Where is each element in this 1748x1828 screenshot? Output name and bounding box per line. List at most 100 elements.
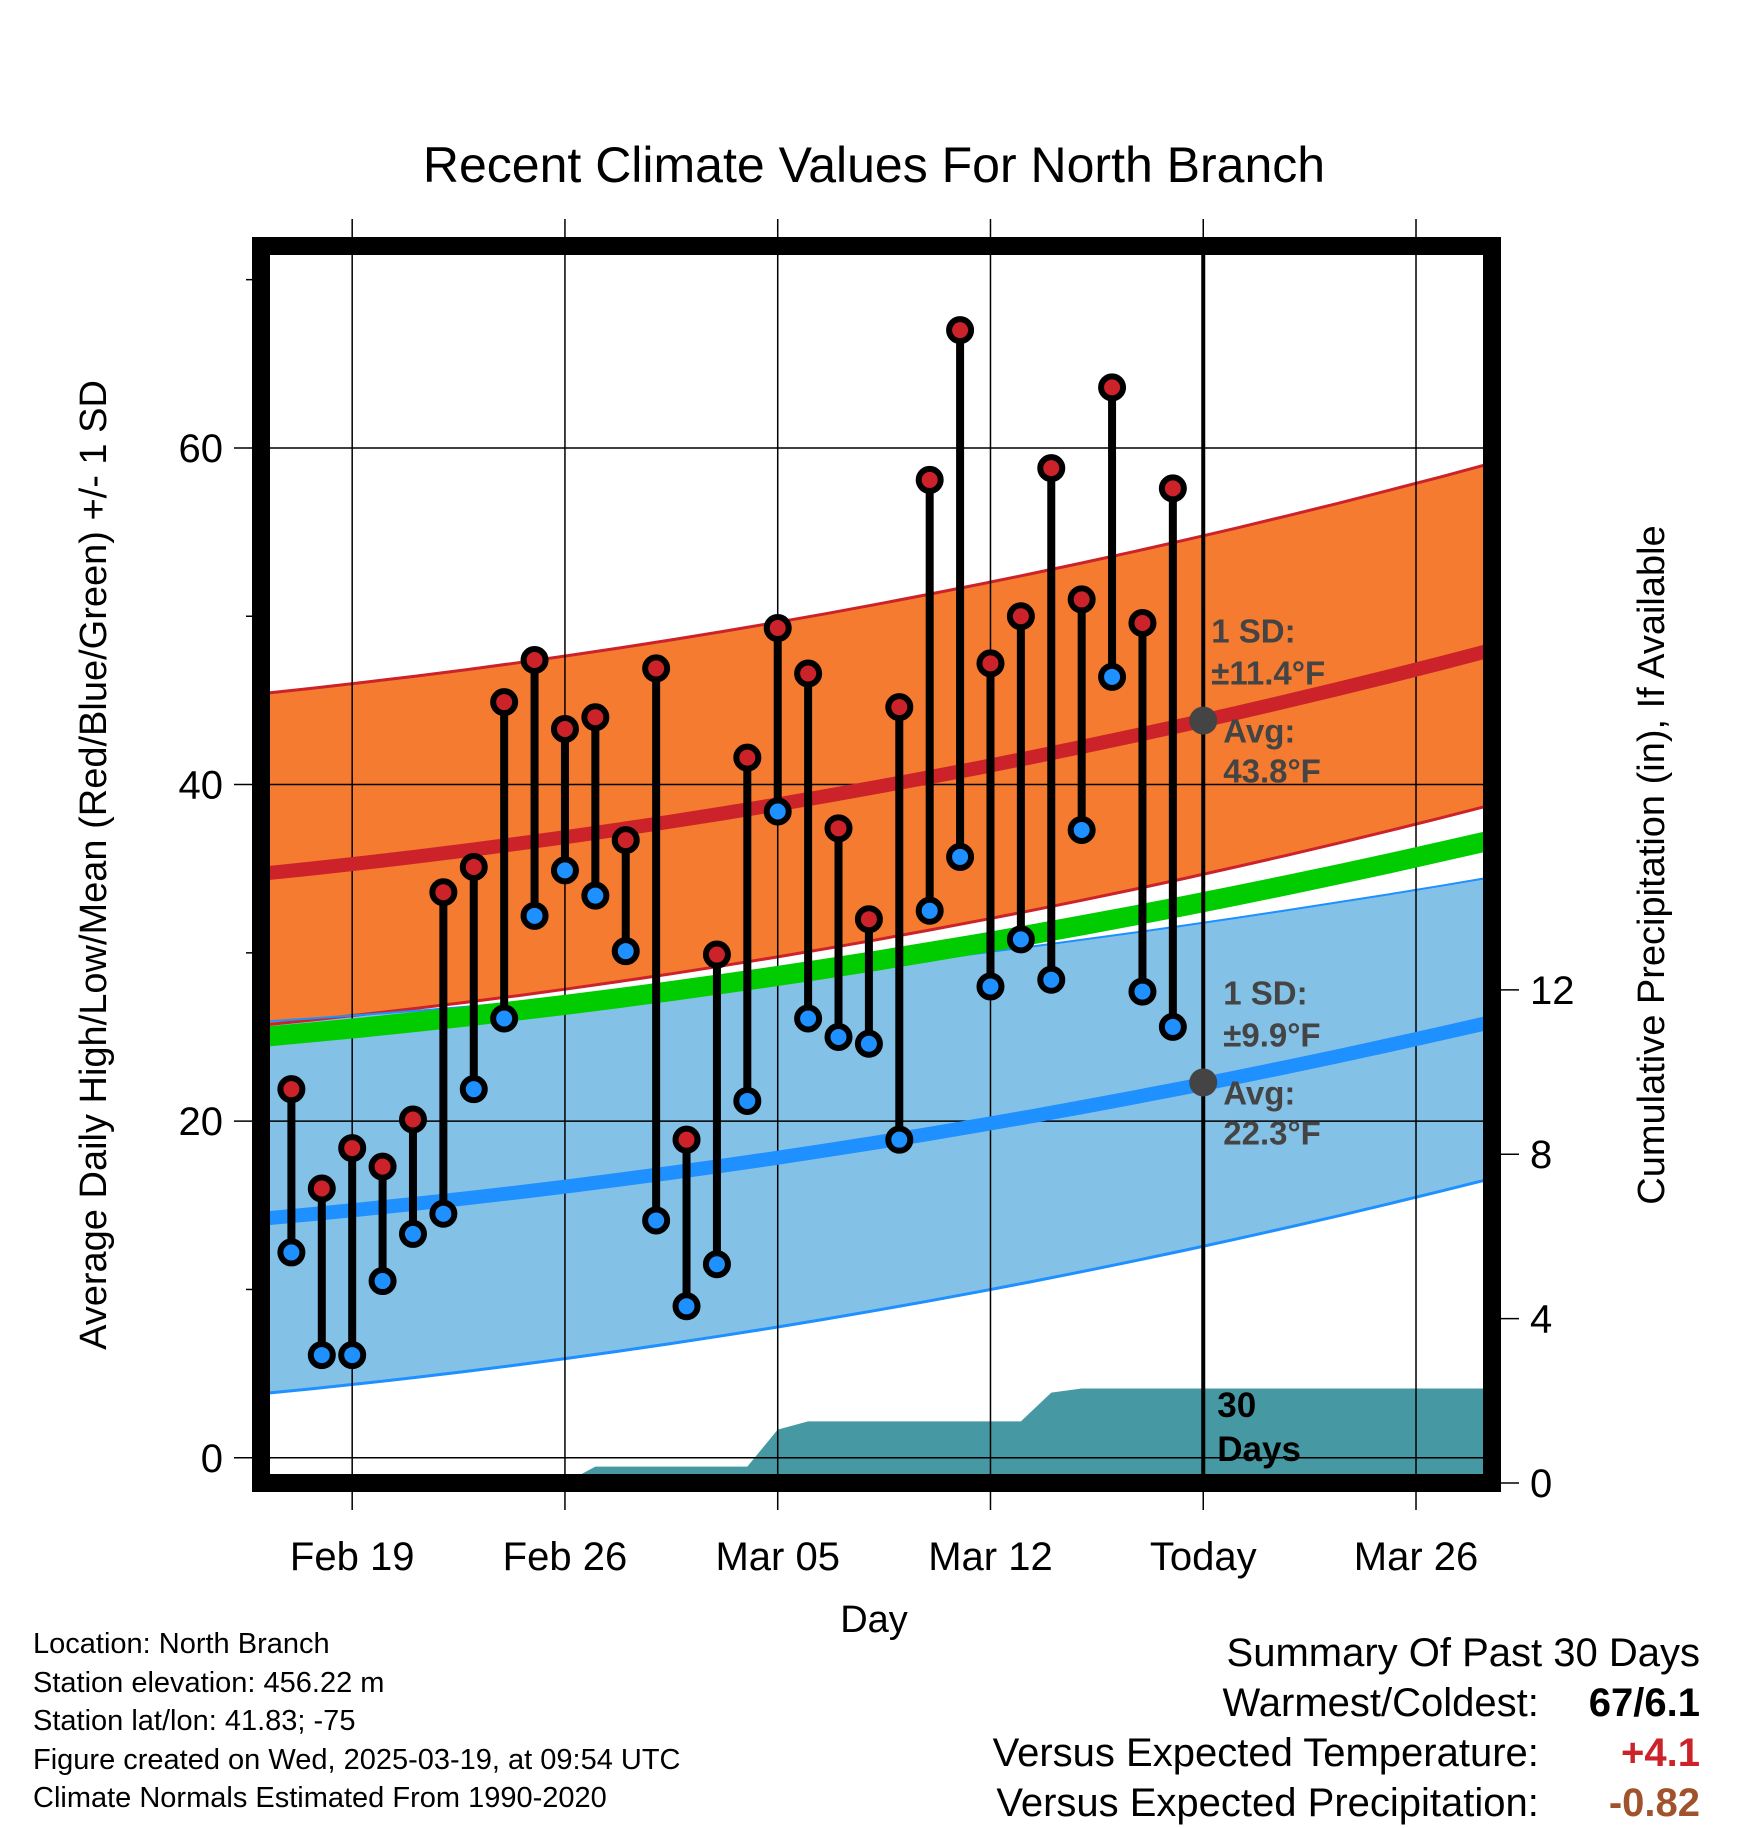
daily-mean-line bbox=[260, 830, 1495, 1047]
today-low-avg-marker bbox=[1189, 1068, 1218, 1097]
today-high-avg-marker bbox=[1189, 706, 1218, 735]
high-annotation-text: 43.8°F bbox=[1223, 753, 1321, 790]
temperature-departure-row: Versus Expected Temperature: +4.1 bbox=[993, 1728, 1700, 1778]
low-temp-point bbox=[672, 1292, 701, 1321]
high-temp-point bbox=[459, 853, 488, 882]
x-tick-label: Feb 26 bbox=[503, 1535, 628, 1579]
y-tick-label: 40 bbox=[179, 764, 224, 808]
temperature-departure-value: +4.1 bbox=[1621, 1731, 1700, 1775]
high-temp-point bbox=[338, 1134, 367, 1163]
high-temp-point bbox=[398, 1105, 427, 1134]
high-temp-point bbox=[1158, 474, 1187, 503]
high-sd-band bbox=[261, 463, 1492, 1026]
x-tick-label: Mar 26 bbox=[1354, 1535, 1479, 1579]
y2-axis-label: Cumulative Precipitation (in), If Availa… bbox=[1631, 525, 1673, 1204]
y-tick-label: 20 bbox=[179, 1100, 224, 1144]
high-temp-point bbox=[550, 715, 579, 744]
high-temp-point bbox=[520, 646, 549, 675]
summary-panel: Summary Of Past 30 Days Warmest/Coldest:… bbox=[993, 1628, 1700, 1828]
high-temp-point bbox=[1067, 585, 1096, 614]
low-temp-point bbox=[398, 1219, 427, 1248]
low-temp-point bbox=[1128, 977, 1157, 1006]
y2-tick-label: 0 bbox=[1530, 1462, 1552, 1506]
high-temp-point bbox=[429, 878, 458, 907]
y2-tick-label: 4 bbox=[1530, 1298, 1552, 1342]
precipitation-departure-label: Versus Expected Precipitation: bbox=[996, 1781, 1539, 1825]
high-temp-point bbox=[672, 1125, 701, 1154]
normal-low-line bbox=[260, 1015, 1494, 1226]
low-temp-point bbox=[490, 1004, 519, 1033]
low-annotation-text: Avg: bbox=[1223, 1074, 1295, 1111]
low-annotation-text: 22.3°F bbox=[1223, 1114, 1321, 1151]
high-sd-lower-line bbox=[260, 803, 1493, 1027]
high-temp-point bbox=[946, 316, 975, 345]
station-info: Location: North Branch Station elevation… bbox=[33, 1625, 681, 1818]
high-temp-point bbox=[1128, 608, 1157, 637]
high-temp-point bbox=[1006, 602, 1035, 631]
warmest-coldest-row: Warmest/Coldest: 67/6.1 bbox=[993, 1678, 1701, 1728]
low-temp-point bbox=[368, 1267, 397, 1296]
warmest-coldest-value: 67/6.1 bbox=[1588, 1681, 1700, 1725]
high-sd-upper-line bbox=[260, 461, 1493, 696]
high-temp-point bbox=[277, 1075, 306, 1104]
normal-high-line bbox=[260, 643, 1494, 881]
high-temp-point bbox=[581, 703, 610, 732]
elevation-text: Station elevation: 456.22 m bbox=[33, 1666, 385, 1699]
plot-frame bbox=[252, 237, 1501, 1492]
x-tick-label: Mar 05 bbox=[715, 1535, 840, 1579]
low-temp-point bbox=[611, 937, 640, 966]
high-temp-point bbox=[733, 743, 762, 772]
low-annotation-text: ±9.9°F bbox=[1223, 1016, 1320, 1053]
created-text: Figure created on Wed, 2025-03-19, at 09… bbox=[33, 1743, 681, 1776]
location-text: Location: North Branch bbox=[33, 1628, 330, 1660]
days-annotation-text: 30 bbox=[1217, 1386, 1256, 1425]
high-temp-point bbox=[368, 1152, 397, 1181]
high-temp-point bbox=[1098, 373, 1127, 402]
x-tick-label: Today bbox=[1150, 1535, 1257, 1579]
low-temp-point bbox=[307, 1341, 336, 1370]
low-temp-point bbox=[581, 881, 610, 910]
high-temp-point bbox=[611, 826, 640, 855]
y2-tick-label: 8 bbox=[1530, 1133, 1552, 1177]
high-temp-point bbox=[763, 614, 792, 643]
precipitation-departure-row: Versus Expected Precipitation: -0.82 bbox=[993, 1778, 1700, 1828]
low-temp-point bbox=[1158, 1012, 1187, 1041]
low-temp-point bbox=[976, 972, 1005, 1001]
precipitation-area bbox=[564, 1388, 1492, 1483]
high-annotation-text: 1 SD: bbox=[1211, 613, 1295, 650]
low-temp-point bbox=[642, 1206, 671, 1235]
low-temp-point bbox=[763, 797, 792, 826]
y-axis-label: Average Daily High/Low/Mean (Red/Blue/Gr… bbox=[73, 380, 115, 1350]
high-temp-point bbox=[1037, 454, 1066, 483]
low-temp-point bbox=[459, 1075, 488, 1104]
normals-text: Climate Normals Estimated From 1990-2020 bbox=[33, 1782, 607, 1814]
y2-tick-label: 12 bbox=[1530, 969, 1575, 1013]
low-temp-point bbox=[1067, 815, 1096, 844]
high-temp-point bbox=[307, 1174, 336, 1203]
low-temp-point bbox=[794, 1004, 823, 1033]
high-temp-point bbox=[642, 654, 671, 683]
x-axis-label: Day bbox=[840, 1599, 908, 1641]
low-temp-point bbox=[338, 1341, 367, 1370]
high-temp-point bbox=[915, 465, 944, 494]
summary-heading: Summary Of Past 30 Days bbox=[1226, 1631, 1700, 1675]
high-temp-point bbox=[824, 814, 853, 843]
high-temp-point bbox=[490, 688, 519, 717]
high-annotation-text: Avg: bbox=[1223, 713, 1295, 750]
low-temp-point bbox=[1098, 662, 1127, 691]
low-temp-point bbox=[1037, 965, 1066, 994]
x-tick-label: Feb 19 bbox=[290, 1535, 415, 1579]
high-temp-point bbox=[854, 905, 883, 934]
chart-title: Recent Climate Values For North Branch bbox=[423, 137, 1325, 193]
low-annotation-text: 1 SD: bbox=[1223, 974, 1307, 1011]
latlon-text: Station lat/lon: 41.83; -75 bbox=[33, 1705, 356, 1737]
high-annotation-text: ±11.4°F bbox=[1211, 655, 1325, 692]
low-temp-point bbox=[854, 1029, 883, 1058]
days-annotation-text: Days bbox=[1217, 1430, 1301, 1469]
y-tick-label: 60 bbox=[179, 427, 224, 471]
y-tick-label: 0 bbox=[201, 1437, 223, 1481]
precipitation-departure-value: -0.82 bbox=[1608, 1781, 1700, 1825]
low-temp-point bbox=[550, 856, 579, 885]
